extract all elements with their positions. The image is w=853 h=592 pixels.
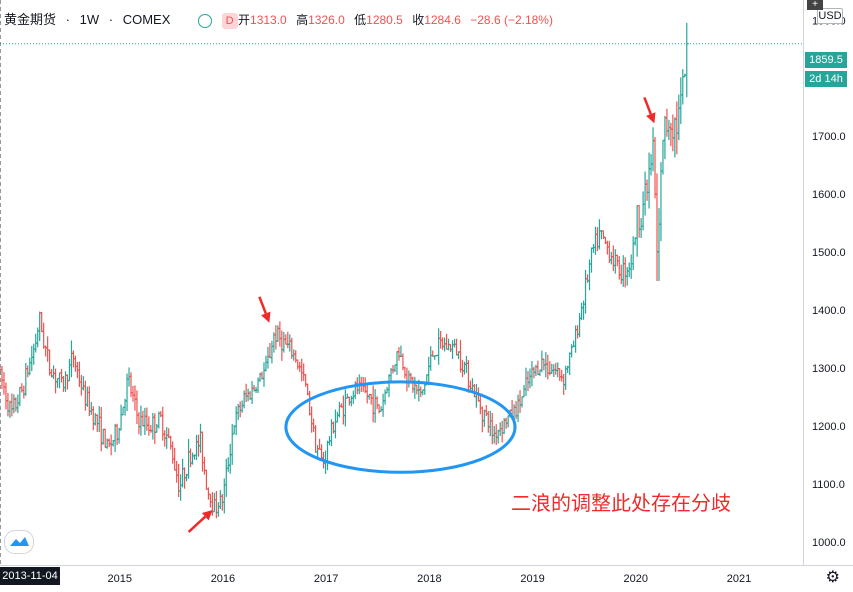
bar-countdown-label: 2d 14h [805,71,847,87]
arrow-shaft [187,515,207,533]
time-tick-label: 2021 [727,573,751,585]
symbol-name[interactable]: 黄金期货 [4,12,57,27]
annotation-arrow [643,96,656,124]
price-tick-label: 1500.0 [812,247,846,259]
price-tick-label: 1300.0 [812,363,846,375]
ohlc-series [0,22,689,519]
crosshair-date-label: 2013-11-04 [0,567,60,585]
chart-header: 黄金期货 · 1W · COMEX D [4,9,244,29]
close-value: 1284.6 [424,13,461,27]
exchange-label: COMEX [122,12,171,27]
time-tick-label: 2016 [211,573,235,585]
tradingview-logo-icon[interactable] [4,530,34,554]
ohlc-readout: 开1313.0 高1326.0 低1280.5 收1284.6 −28.6 (−… [238,11,559,28]
arrow-head [261,311,271,323]
change-value: −28.6 (−2.18%) [470,13,553,27]
open-value: 1313.0 [250,13,287,27]
high-value: 1326.0 [308,13,345,27]
gear-icon[interactable]: ⚙ [825,569,840,586]
open-key: 开 [238,13,251,27]
price-tick-label: 1400.0 [812,305,846,317]
arrow-shaft [643,96,652,115]
annotation-arrow [187,509,213,533]
time-tick-label: 2015 [107,573,131,585]
last-price-label: 1859.5 [805,52,847,68]
close-key: 收 [412,13,425,27]
low-value: 1280.5 [366,13,403,27]
plus-icon[interactable]: + [807,0,823,10]
high-key: 高 [296,13,309,27]
arrow-head [646,112,656,124]
price-axis: 1000.0 1100.0 1200.0 1300.0 1400.0 1500.0 1600… [803,0,853,592]
arrow-shaft [258,296,267,314]
time-axis: 2015 2016 2017 2018 2019 2020 2021 [0,565,853,585]
arrow-head [201,509,213,521]
time-tick-label: 2020 [624,573,648,585]
time-tick-label: 2017 [314,573,338,585]
price-tick-label: 1100.0 [812,479,845,491]
annotation-arrow [258,296,271,323]
low-key: 低 [354,13,367,27]
time-tick-label: 2018 [417,573,441,585]
annotation-ellipse [284,380,517,474]
price-axis-bg [803,0,853,592]
eye-icon[interactable] [198,13,212,28]
currency-badge[interactable]: USD [817,8,843,24]
annotations [0,43,803,533]
ohlc-bar [684,22,689,98]
price-tick-label: 1600.0 [812,189,846,201]
status-badge: D [221,12,238,29]
annotation-text: 二浪的调整此处存在分歧 [511,493,731,515]
price-tick-label: 1200.0 [812,421,846,433]
price-tick-label: 1700.0 [812,131,846,143]
interval-label[interactable]: 1W [79,12,100,27]
price-tick-label: 1000.0 [812,537,846,549]
time-tick-label: 2019 [520,573,544,585]
